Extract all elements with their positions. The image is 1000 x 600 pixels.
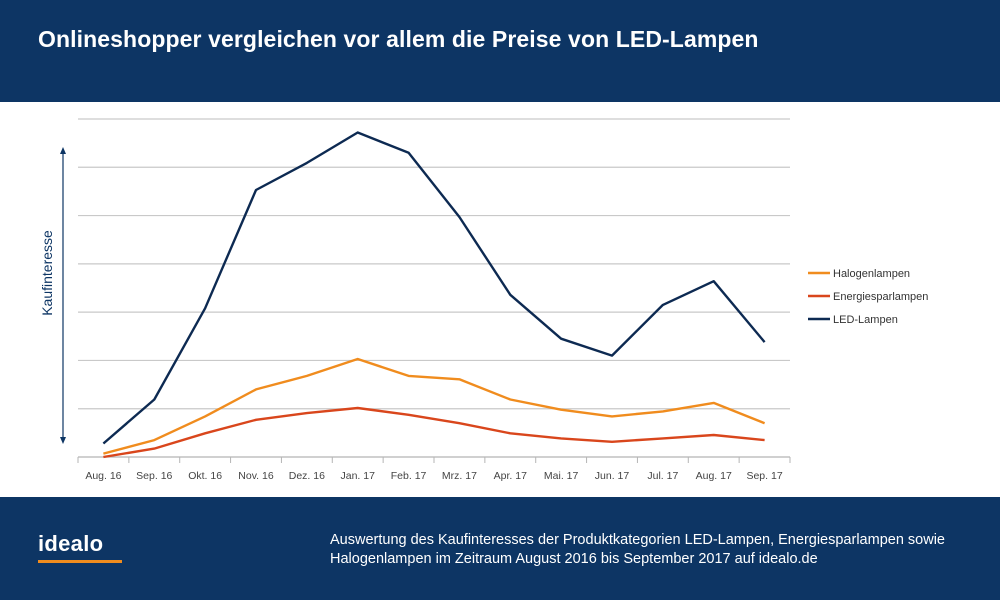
x-tick-label: Jan. 17	[340, 470, 375, 482]
header-banner: Onlineshopper vergleichen vor allem die …	[0, 0, 1000, 102]
x-tick-label: Dez. 16	[289, 470, 325, 482]
x-tick-label: Aug. 16	[85, 470, 121, 482]
x-tick-label: Aug. 17	[696, 470, 732, 482]
page-title: Onlineshopper vergleichen vor allem die …	[38, 26, 759, 52]
x-tick-label: Mrz. 17	[442, 470, 477, 482]
x-tick-label: Feb. 17	[391, 470, 427, 482]
legend-label: LED-Lampen	[833, 314, 898, 326]
x-tick-label: Okt. 16	[188, 470, 222, 482]
idealo-logo: idealo	[38, 531, 104, 556]
footer-description: Auswertung des Kaufinteresses der Produk…	[330, 532, 945, 567]
series-line-energiesparlampen	[103, 406, 765, 459]
y-axis-label: Kaufinteresse	[39, 230, 55, 316]
x-tick-label: Sep. 17	[746, 470, 782, 482]
line-chart: Aug. 16 Sep. 16 Okt. 16 Nov. 16 Dez. 16 Jan. …	[39, 118, 928, 482]
x-tick-label: Jun. 17	[595, 470, 630, 482]
logo-underline	[38, 560, 122, 563]
series-line-led-lampen	[102, 131, 766, 445]
legend-label: Halogenlampen	[833, 268, 910, 280]
legend-label: Energiesparlampen	[833, 291, 928, 303]
x-tick-label: Mai. 17	[544, 470, 579, 482]
y-axis-arrow-down	[60, 437, 66, 444]
x-tick-label: Nov. 16	[238, 470, 274, 482]
x-tick-label: Sep. 16	[136, 470, 172, 482]
x-tick-label: Jul. 17	[647, 470, 678, 482]
chart-area: Aug. 16 Sep. 16 Okt. 16 Nov. 16 Dez. 16 Jan. …	[0, 102, 1000, 497]
series-line-halogenlampen	[103, 357, 766, 455]
footer-banner: idealo Auswertung des Kaufinteresses der…	[0, 497, 1000, 600]
x-tick-label: Apr. 17	[494, 470, 527, 482]
y-axis-arrow-up	[60, 147, 66, 154]
